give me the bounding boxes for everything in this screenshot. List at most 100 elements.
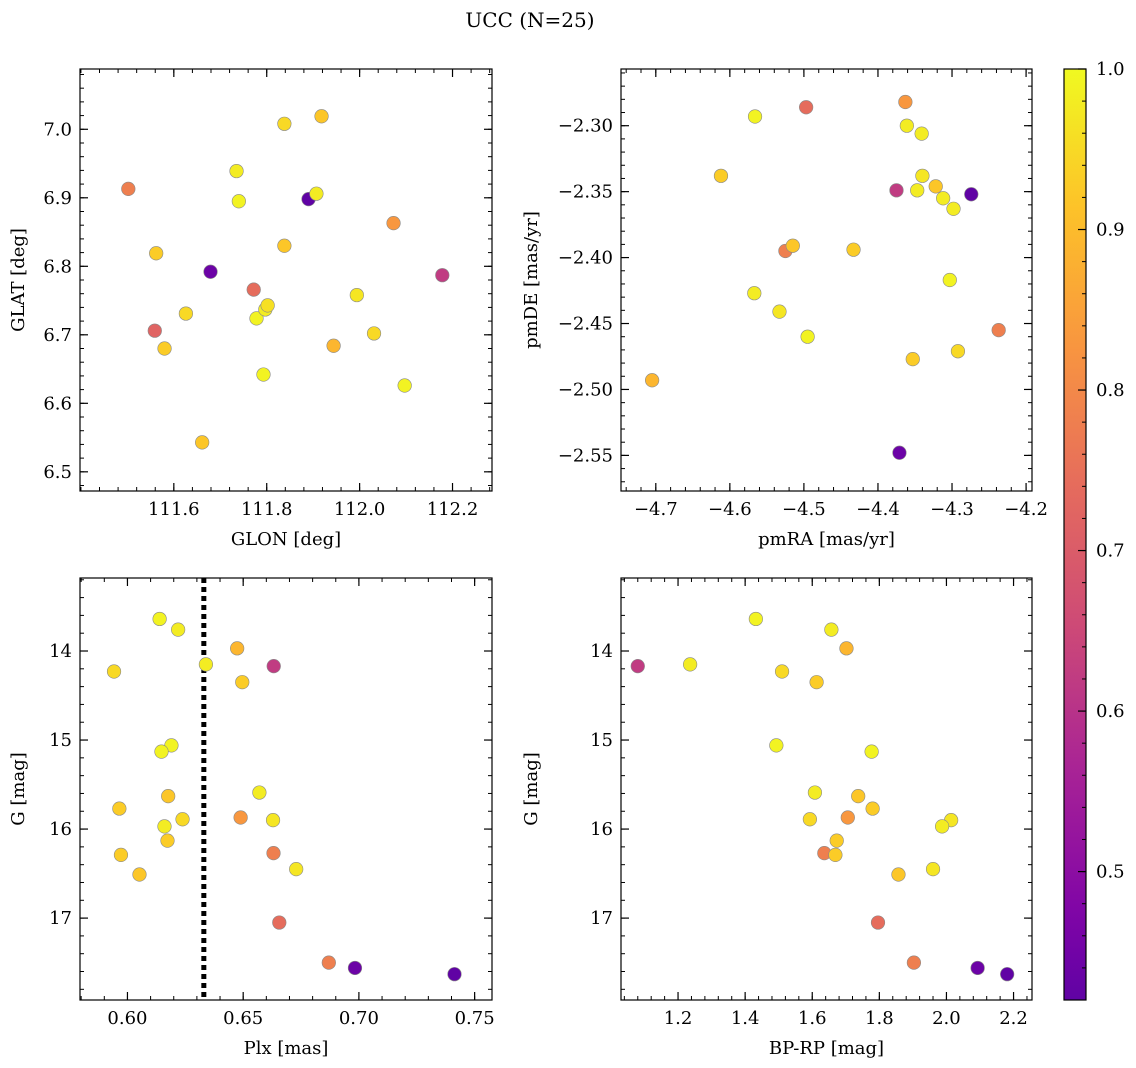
y-tick-label: −2.30 [558, 116, 613, 137]
y-tick-label: −2.55 [558, 445, 613, 466]
scatter-point [769, 738, 784, 753]
scatter-point [203, 264, 218, 279]
y-tick-label: −2.35 [558, 182, 613, 203]
scatter-point [807, 785, 823, 800]
y-tick-label: 6.6 [43, 393, 72, 414]
scatter-point [260, 298, 275, 313]
scatter-point [936, 191, 951, 206]
scatter-point [435, 268, 450, 283]
scatter-point [314, 109, 329, 124]
scatter-point [277, 238, 292, 253]
scatter-point [870, 915, 886, 930]
y-tick-label: 6.8 [43, 256, 72, 277]
x-tick-label: 1.6 [798, 1008, 827, 1029]
scatter-point [785, 238, 800, 253]
x-tick-label: 2.0 [932, 1008, 961, 1029]
scatter-point [928, 179, 943, 194]
scatter-point [942, 272, 957, 288]
scatter-point [906, 955, 922, 970]
scatter-point [950, 344, 966, 359]
scatter-point [891, 867, 906, 882]
scatter-point [889, 183, 904, 198]
scatter-point [160, 833, 175, 848]
scatter-point [112, 801, 127, 816]
x-tick-label: 1.2 [664, 1008, 693, 1029]
scatter-point [915, 168, 930, 183]
y-axis-label: pmDE [mas/yr] [521, 211, 542, 349]
scatter-point [198, 657, 214, 672]
scatter-point [839, 641, 854, 656]
x-tick-label: −4.6 [708, 499, 752, 520]
y-tick-label: −2.40 [558, 248, 613, 269]
colorbar-tick-label: 0.7 [1096, 541, 1125, 562]
scatter-point [899, 118, 914, 133]
colorbar: 0.5 0.6 0.7 0.8 0.9 1.0 [1063, 59, 1125, 1001]
scatter-point [747, 286, 762, 301]
x-axis-label: BP-RP [mag] [769, 1038, 884, 1059]
scatter-point [898, 94, 913, 110]
scatter-point [964, 187, 979, 202]
y-tick-label: 6.7 [43, 325, 72, 346]
y-tick-label: 16 [590, 819, 613, 840]
y-tick-label: 7.0 [43, 119, 72, 140]
colorbar-tick-label: 0.9 [1096, 220, 1125, 241]
x-tick-label: −4.3 [930, 499, 974, 520]
scatter-point [195, 435, 210, 450]
axes-frame [620, 68, 1033, 492]
scatter-point [154, 744, 169, 759]
scatter-panel: 1.2 1.4 1.6 1.8 2.0 2.2 14 15 16 17 BP-RP [mag] G [… [521, 577, 1033, 1059]
scatter-point [347, 960, 363, 976]
x-tick-label: 0.75 [455, 1008, 495, 1029]
scatter-point [266, 846, 281, 861]
y-tick-label: −2.50 [558, 379, 613, 400]
scatter-point [321, 955, 336, 970]
scatter-point [905, 352, 920, 367]
y-tick-label: 14 [49, 641, 72, 662]
scatter-point [747, 109, 763, 124]
axes-frame [79, 577, 493, 1001]
axes-frame [620, 577, 1033, 1001]
scatter-point [840, 810, 855, 825]
scatter-point [774, 664, 790, 679]
scatter-point [161, 789, 176, 804]
scatter-point [233, 810, 248, 825]
scatter-point [824, 622, 839, 637]
y-axis-label: G [mag] [8, 752, 29, 825]
x-tick-label: −4.7 [634, 499, 678, 520]
figure-title: UCC (N=25) [465, 8, 594, 32]
scatter-panel: 111.6 111.8 112.0 112.2 6.5 6.6 6.7 6.8 6.9 7.0 GL… [8, 68, 493, 550]
colorbar-tick-label: 0.5 [1096, 862, 1125, 883]
x-tick-label: 0.60 [107, 1008, 147, 1029]
scatter-point [231, 194, 246, 209]
scatter-panel: 0.60 0.65 0.70 0.75 14 15 16 17 Plx [mas] G [mag] [8, 577, 495, 1059]
scatter-point [289, 862, 304, 877]
scatter-point [991, 323, 1006, 338]
scatter-point [645, 373, 660, 388]
scatter-point [683, 657, 698, 672]
scatter-point [121, 181, 136, 196]
x-tick-label: −4.4 [856, 499, 900, 520]
scatter-point [713, 168, 729, 183]
scatter-point [829, 833, 844, 848]
x-tick-label: 111.8 [241, 499, 293, 520]
scatter-point [397, 378, 412, 393]
y-tick-label: 15 [49, 730, 72, 751]
x-tick-label: −4.5 [782, 499, 826, 520]
y-axis-label: GLAT [deg] [8, 228, 29, 332]
scatter-point [266, 659, 281, 674]
y-tick-label: 16 [49, 819, 72, 840]
scatter-point [246, 282, 261, 297]
scatter-point [809, 675, 824, 690]
scatter-point [772, 304, 787, 319]
scatter-panel: −4.7 −4.6 −4.5 −4.4 −4.3 −4.2 −2.55 −2.50 −2.45 −… [521, 68, 1048, 550]
x-tick-label: 2.2 [999, 1008, 1028, 1029]
scatter-point [447, 967, 462, 982]
scatter-point [910, 183, 925, 198]
x-tick-label: 111.6 [148, 499, 200, 520]
x-tick-label: 0.70 [339, 1008, 379, 1029]
scatter-point [748, 611, 763, 627]
scatter-point [892, 445, 907, 460]
axes-frame [79, 68, 493, 492]
scatter-point [914, 126, 929, 141]
